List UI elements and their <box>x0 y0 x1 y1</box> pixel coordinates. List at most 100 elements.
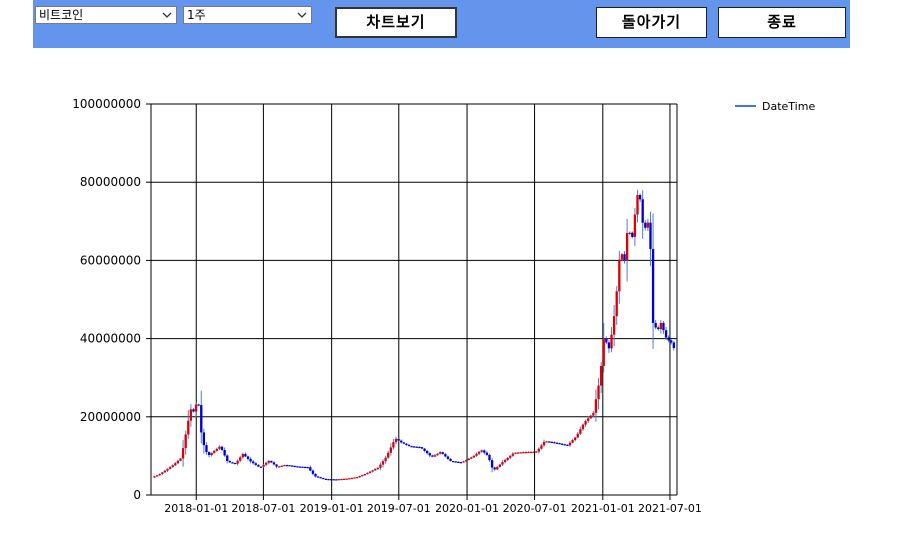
candle-body <box>659 322 663 330</box>
candle-body <box>218 446 221 449</box>
candle-body <box>413 446 416 448</box>
candle-body <box>436 453 439 456</box>
candle-body <box>226 455 229 461</box>
y-tick-label: 0 <box>133 488 141 502</box>
candle-body <box>301 466 304 468</box>
candle-body <box>324 478 328 480</box>
candle-body <box>166 468 169 471</box>
candle-body <box>477 451 481 454</box>
candle-body <box>348 478 351 480</box>
candle-body <box>532 451 535 453</box>
candle-body <box>176 460 180 464</box>
candle-body <box>571 440 574 443</box>
candle-body <box>451 461 455 463</box>
candle-body <box>187 420 190 435</box>
candle-body <box>267 460 270 463</box>
candle-body <box>220 446 224 451</box>
candle-body <box>285 465 289 467</box>
candle-body <box>651 249 655 323</box>
back-button[interactable]: 돌아가기 <box>596 7 707 38</box>
period-select[interactable]: 1주 <box>183 6 312 24</box>
candle-body <box>594 399 598 413</box>
candle-body <box>641 199 644 223</box>
candle-body <box>368 471 372 473</box>
candle-body <box>223 450 226 456</box>
candle-body <box>363 474 367 476</box>
candle-body <box>418 446 421 449</box>
candle-body <box>654 322 657 328</box>
candle-body <box>215 448 219 451</box>
candle-body <box>355 477 359 479</box>
candle-body <box>576 433 579 438</box>
show-chart-button[interactable]: 차트보기 <box>335 7 457 38</box>
candle-body <box>168 467 172 469</box>
candle-body <box>449 458 452 462</box>
candle-body <box>633 214 637 237</box>
candle-body <box>353 477 356 479</box>
candle-body <box>389 447 392 453</box>
candle-body <box>254 463 257 465</box>
candle-body <box>563 444 566 446</box>
coin-select[interactable]: 비트코인 <box>35 6 177 24</box>
candle-body <box>462 461 465 463</box>
candle-body <box>662 322 665 331</box>
candle-body <box>480 450 483 452</box>
candle-body <box>257 464 260 467</box>
candle-body <box>459 462 463 464</box>
x-tick-label: 2020-07-01 <box>503 502 567 515</box>
candle-body <box>259 466 263 468</box>
candle-body <box>290 465 294 467</box>
candle-body <box>568 442 572 446</box>
candle-body <box>612 316 616 335</box>
candle-body <box>599 365 603 386</box>
candle-body <box>548 441 551 443</box>
candle-body <box>509 455 512 458</box>
candle-body <box>283 465 286 467</box>
candle-body <box>574 437 577 441</box>
candle-body <box>625 233 629 261</box>
candle-body <box>192 409 195 412</box>
candle-body <box>592 412 595 416</box>
candle-body <box>327 479 330 481</box>
candle-body <box>545 441 548 443</box>
candle-body <box>605 338 608 343</box>
candle-body <box>207 451 211 456</box>
candle-body <box>161 472 164 474</box>
candle-body <box>493 467 496 470</box>
candle-body <box>498 464 502 467</box>
candle-body <box>252 461 255 464</box>
coin-select-value: 비트코인 <box>39 8 84 22</box>
chevron-down-icon <box>297 12 307 18</box>
candle-body <box>444 454 447 457</box>
candle-body <box>488 454 491 461</box>
candle-body <box>535 451 538 453</box>
candle-body <box>483 450 486 453</box>
candle-body <box>431 455 434 457</box>
candle-body <box>265 462 268 465</box>
candle-body <box>392 442 395 448</box>
candle-body <box>277 466 281 468</box>
candle-body <box>400 440 403 443</box>
candle-body <box>423 448 426 451</box>
candle-body <box>332 479 335 481</box>
candle-body <box>441 452 444 455</box>
candle-body <box>589 415 592 419</box>
exit-button[interactable]: 종료 <box>718 7 846 38</box>
candle-body <box>381 461 385 465</box>
candle-body <box>181 448 185 459</box>
candle-body <box>342 478 346 480</box>
candle-body <box>638 195 642 200</box>
candle-body <box>553 442 556 444</box>
y-tick-label: 60000000 <box>80 253 141 267</box>
x-tick-label: 2019-07-01 <box>367 502 431 515</box>
candle-body <box>503 459 507 463</box>
candle-body <box>197 404 200 406</box>
candle-body <box>438 452 442 454</box>
candle-body <box>361 475 364 477</box>
candle-body <box>303 466 307 469</box>
candle-body <box>584 421 587 425</box>
candle-body <box>527 451 530 454</box>
candle-body <box>402 442 405 444</box>
x-tick-label: 2020-01-01 <box>435 502 499 515</box>
